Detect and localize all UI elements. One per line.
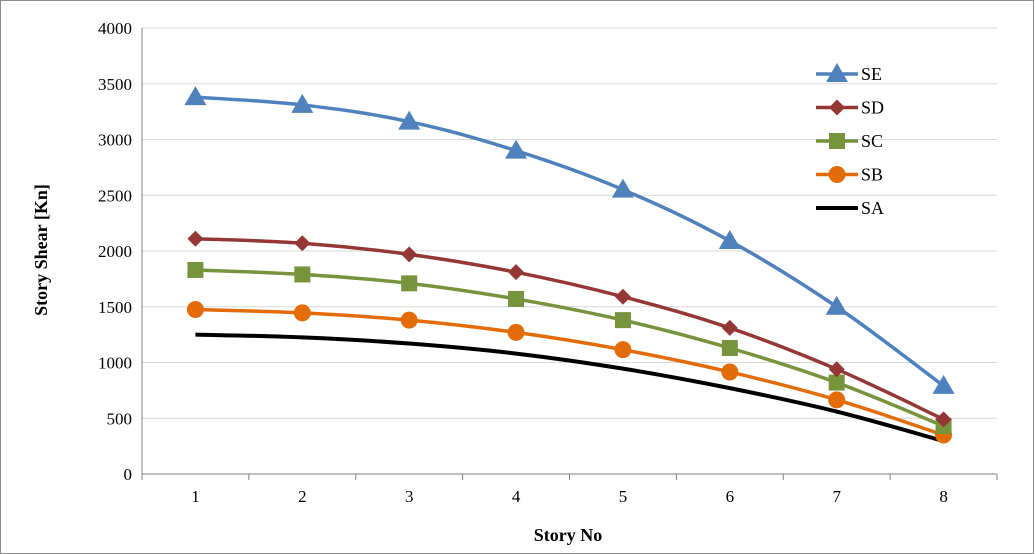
data-point-sb [507,323,525,341]
series-sa [195,332,945,444]
y-tick-label: 1000 [98,354,132,373]
data-point-se [184,86,207,106]
data-point-sb [293,304,311,322]
x-axis-label: Story No [534,525,603,545]
data-point-sb [721,363,739,381]
data-point-sc [294,266,311,283]
data-point-sd [614,288,631,305]
y-tick-label: 2000 [98,242,132,261]
data-point-sd [935,411,952,428]
y-tick-labels: 0 500 1000 1500 2000 2500 3000 3500 4000 [98,19,132,484]
series-line-sb [195,307,945,437]
data-point-sb [400,311,418,329]
x-tick-label: 3 [405,487,414,506]
data-point-sc [508,290,525,307]
x-tick-label: 8 [939,487,948,506]
data-point-sd [508,264,525,281]
x-tick-label: 7 [832,487,841,506]
data-point-se [718,229,741,249]
legend-label-sd: SD [861,98,884,118]
series-line-se [195,95,945,388]
y-tick-label: 2500 [98,186,132,205]
y-tick-label: 500 [107,409,133,428]
data-point-sb [186,301,204,319]
legend: SE SD SC SB SA [816,63,884,218]
legend-item-sa: SA [816,198,884,218]
x-tick-labels: 1 2 3 4 5 6 7 8 [191,487,948,506]
legend-marker-sc [829,133,845,149]
data-point-sd [401,246,418,263]
data-point-sd [294,235,311,252]
legend-marker-se [826,63,848,82]
y-tick-label: 1500 [98,298,132,317]
x-tick-label: 2 [298,487,307,506]
x-tick-label: 5 [619,487,628,506]
data-point-sc [187,261,204,278]
series-sd [187,230,952,428]
series [184,86,955,444]
data-point-se [611,178,634,198]
y-axis-label: Story Shear [Kn] [31,184,51,316]
data-point-sd [721,319,738,336]
y-tick-label: 4000 [98,19,132,38]
data-point-se [505,139,528,159]
legend-label-sb: SB [861,165,883,185]
data-point-sc [721,340,738,357]
legend-label-sa: SA [861,198,884,218]
data-point-se [825,295,848,315]
data-point-se [398,110,421,130]
legend-item-sc: SC [816,131,883,151]
data-point-sc [614,312,631,329]
x-tick-label: 1 [191,487,200,506]
axes [141,28,998,480]
legend-marker-sd [829,99,845,116]
series-sb [186,301,953,444]
legend-label-se: SE [861,64,882,84]
legend-item-sb: SB [816,165,883,185]
legend-item-se: SE [816,63,882,84]
y-tick-label: 3000 [98,131,132,150]
legend-label-sc: SC [861,131,883,151]
y-tick-label: 3500 [98,75,132,94]
x-tick-label: 6 [726,487,735,506]
data-point-sb [614,341,632,359]
series-line-sd [195,236,945,421]
legend-marker-sb [828,166,846,183]
series-line-sa [195,332,945,444]
data-point-se [932,374,955,394]
series-se [184,86,955,394]
data-point-se [291,93,314,113]
x-tick-label: 4 [512,487,521,506]
data-point-sb [828,391,846,409]
series-line-sc [195,268,945,428]
data-point-sd [828,361,845,378]
data-point-sc [828,374,845,391]
data-point-sd [187,230,204,247]
data-point-sc [401,275,418,292]
y-tick-label: 0 [124,465,133,484]
legend-item-sd: SD [816,98,884,118]
